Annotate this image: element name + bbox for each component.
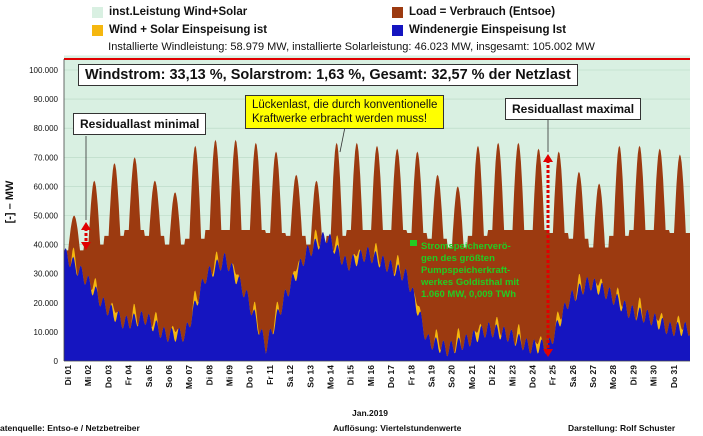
residual-min-label: Residuallast minimal [73,113,207,135]
x-tick-label: Fr 04 [124,365,134,386]
x-tick-label: Sa 26 [568,365,578,387]
legend-label-windsolar: Wind + Solar Einspeisung ist [109,24,268,36]
y-tick-label: 0 [54,357,59,366]
storage-line-5: 1.060 MW, 0,009 TWh [421,289,517,300]
y-tick-label: 70.000 [34,153,59,162]
x-tick-label: Do 24 [527,365,537,388]
legend-swatch-installed [92,6,103,18]
x-tick-label: Mi 02 [83,365,93,387]
legend-item-windsolar: Wind + Solar Einspeisung ist [92,24,267,36]
residual-max-arrow-head-bottom [543,349,553,357]
y-tick-label: 50.000 [34,212,59,221]
series-wind-area [64,232,690,361]
x-tick-label: Do 17 [386,365,396,388]
storage-note: Stromspeicherverö- gen des größten Pumps… [421,241,519,301]
y-axis-label: [-] – MW [4,172,16,232]
x-tick-label: Fr 18 [406,365,416,386]
y-tick-label: 100.000 [29,66,58,75]
legend-swatch-windsolar [92,24,103,36]
footer-author: Darstellung: Rolf Schuster [568,423,676,433]
x-tick-label: Di 08 [204,365,214,386]
x-tick-label: Mi 30 [649,365,659,387]
footer-source: atenquelle: Entso-e / Netzbetreiber [0,423,140,433]
residual-max-label: Residuallast maximal [505,98,642,120]
footer-resolution: Auflösung: Viertelstundenwerte [333,423,462,433]
x-tick-label: Mo 28 [608,365,618,389]
legend-label-wind: Windenergie Einspeisung Ist [409,24,567,36]
x-tick-label: Di 22 [487,365,497,386]
storage-line-3: Pumpspeicherkraft- [421,265,511,276]
y-tick-label: 10.000 [34,328,59,337]
x-tick-label: So 13 [305,365,315,388]
legend-area: inst.Leistung Wind+Solar Load = Verbrauc… [0,0,703,56]
storage-line-1: Stromspeicherverö- [421,241,511,252]
gap-callout-pointer [339,126,346,153]
y-tick-label: 30.000 [34,270,59,279]
x-tick-label: Do 03 [103,365,113,388]
x-tick-label: Do 10 [245,365,255,388]
chart-subtitle: Installierte Windleistung: 58.979 MW, in… [108,41,595,53]
residual-min-arrow-head-bottom [81,242,91,250]
x-tick-label: Sa 19 [426,365,436,387]
residual-max-arrow-head-top [543,154,553,162]
legend-item-installed: inst.Leistung Wind+Solar [92,6,247,18]
gap-callout-line1: Lückenlast, die durch konventionelle [252,99,438,111]
x-tick-label: Do 31 [669,365,679,388]
y-tick-label: 60.000 [34,182,59,191]
y-tick-label: 90.000 [34,95,59,104]
y-tick-label: 20.000 [34,299,59,308]
legend-swatch-load [392,6,403,18]
x-tick-label: Di 01 [63,365,73,386]
x-tick-label: Sa 12 [285,365,295,387]
x-tick-label: Mo 07 [184,365,194,389]
x-tick-label: Mi 09 [225,365,235,387]
storage-bar [410,240,417,246]
gap-load-callout: Lückenlast, die durch konventionelle Kra… [245,95,445,129]
x-tick-label: So 20 [447,365,457,388]
x-tick-label: Mi 16 [366,365,376,387]
x-tick-label: Di 15 [346,365,356,386]
x-tick-label: Di 29 [628,365,638,386]
legend-item-load: Load = Verbrauch (Entsoe) [392,6,555,18]
legend-item-wind: Windenergie Einspeisung Ist [392,24,566,36]
x-tick-label: Sa 05 [144,365,154,387]
gap-callout-line2: Kraftwerke erbracht werden muss! [252,113,428,125]
footer-month: Jan.2019 [352,408,388,418]
legend-label-load: Load = Verbrauch (Entsoe) [409,6,556,18]
x-tick-label: Fr 25 [548,365,558,386]
y-tick-label: 40.000 [34,241,59,250]
x-tick-label: Fr 11 [265,365,275,385]
legend-swatch-wind [392,24,403,36]
storage-line-2: gen des größten [421,253,495,264]
x-tick-label: Mo 21 [467,365,477,389]
headline-box: Windstrom: 33,13 %, Solarstrom: 1,63 %, … [78,64,578,86]
storage-line-4: werkes Goldisthal mit [421,277,520,288]
x-tick-label: So 06 [164,365,174,388]
x-tick-label: So 27 [588,365,598,388]
x-tick-label: Mo 14 [326,365,336,389]
y-axis-label-text: [-] – MW [4,180,16,224]
legend-label-installed: inst.Leistung Wind+Solar [109,6,248,18]
y-tick-label: 80.000 [34,124,59,133]
residual-min-arrow-head-top [81,222,91,230]
x-tick-label: Mi 23 [507,365,517,387]
